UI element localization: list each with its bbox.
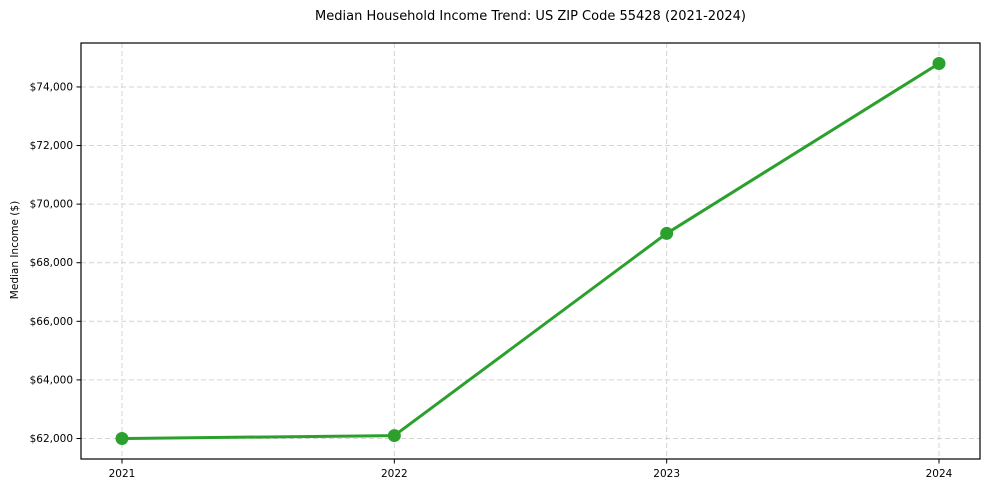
x-tick-label: 2023 <box>653 468 680 480</box>
plot-area <box>81 43 980 459</box>
y-tick-label: $72,000 <box>30 140 73 152</box>
data-point <box>932 57 946 71</box>
axes-spines <box>80 42 981 460</box>
y-axis-label: Median Income ($) <box>9 200 21 300</box>
x-tick-label: 2021 <box>109 468 136 480</box>
data-point <box>660 226 674 240</box>
y-tick-label: $74,000 <box>30 81 73 93</box>
trend-line <box>120 62 941 440</box>
y-tick-label: $64,000 <box>30 374 73 386</box>
data-point <box>387 429 401 443</box>
chart-title: Median Household Income Trend: US ZIP Co… <box>315 9 746 24</box>
y-tick-label: $62,000 <box>30 433 73 445</box>
data-point <box>115 431 129 445</box>
x-tick-label: 2022 <box>381 468 408 480</box>
y-tick-label: $68,000 <box>30 257 73 269</box>
x-tick-label: 2024 <box>926 468 953 480</box>
y-tick-label: $66,000 <box>30 316 73 328</box>
y-tick-label: $70,000 <box>30 199 73 211</box>
